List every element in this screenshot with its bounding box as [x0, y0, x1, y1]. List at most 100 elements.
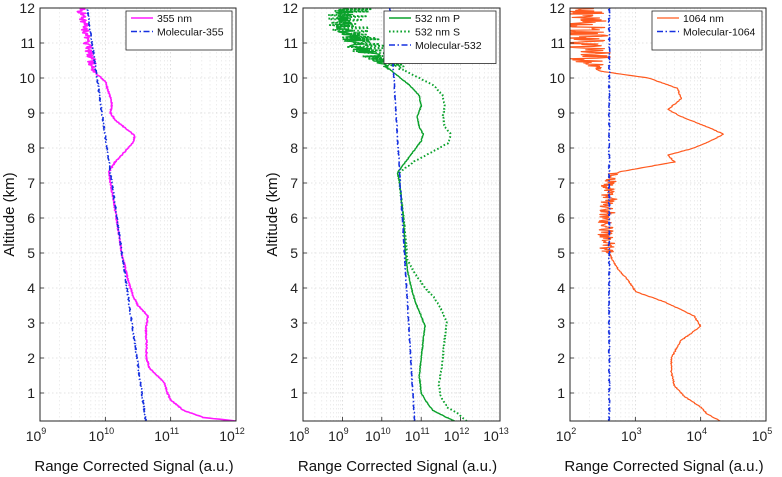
x-axis-title: Range Corrected Signal (a.u.)	[564, 458, 763, 475]
x-tick-exponent: 5	[767, 426, 772, 436]
x-tick-exponent: 10	[104, 426, 114, 436]
series-line-532-nm-s	[327, 8, 468, 421]
y-tick-label: 12	[549, 0, 565, 16]
legend-entry: Molecular-1064	[683, 27, 756, 39]
x-tick-exponent: 9	[344, 426, 349, 436]
x-tick-base: 10	[444, 428, 460, 444]
legend-box	[383, 10, 497, 64]
y-tick-label: 2	[557, 350, 565, 366]
y-tick-label: 5	[27, 245, 35, 261]
y-tick-label: 6	[290, 210, 298, 226]
y-tick-label: 5	[557, 245, 565, 261]
x-tick-base: 10	[26, 428, 42, 444]
legend-entry: 355 nm	[157, 13, 192, 25]
y-axis-title: Altitude (km)	[264, 172, 281, 256]
x-tick-label: 1010	[365, 426, 391, 444]
x-tick-base: 10	[89, 428, 105, 444]
y-tick-label: 10	[549, 70, 565, 86]
y-tick-label: 8	[290, 140, 298, 156]
axes-frame	[302, 7, 501, 422]
x-tick-exponent: 13	[499, 426, 509, 436]
y-tick-label: 4	[557, 280, 565, 296]
x-tick-label: 1013	[483, 426, 509, 444]
x-tick-exponent: 3	[637, 426, 642, 436]
y-tick-label: 3	[27, 315, 35, 331]
legend: 1064 nm Molecular-1064	[651, 10, 763, 51]
x-tick-base: 10	[752, 428, 768, 444]
y-tick-label: 5	[290, 245, 298, 261]
axes-frame	[569, 7, 767, 422]
x-tick-label: 104	[686, 426, 707, 444]
y-tick-label: 3	[557, 315, 565, 331]
series-line-molecular-1064	[607, 8, 611, 421]
x-tick-base: 10	[328, 428, 344, 444]
y-axis-title: Altitude (km)	[1, 172, 18, 256]
y-tick-label: 6	[27, 210, 35, 226]
x-tick-exponent: 11	[170, 426, 179, 436]
series-group	[570, 8, 724, 421]
y-tick-label: 1	[557, 385, 565, 401]
legend-entry: Molecular-532	[415, 40, 482, 52]
y-tick-label: 4	[27, 280, 35, 296]
y-tick-label: 1	[290, 385, 298, 401]
x-tick-label: 1011	[154, 426, 179, 444]
x-tick-label: 109	[26, 426, 47, 444]
x-tick-exponent: 12	[235, 426, 245, 436]
x-tick-label: 102	[556, 426, 577, 444]
legend-entry: 532 nm S	[415, 27, 460, 39]
y-tick-label: 9	[27, 105, 35, 121]
x-tick-exponent: 8	[304, 426, 309, 436]
x-tick-exponent: 9	[41, 426, 46, 436]
legend-entry: Molecular-355	[157, 27, 224, 39]
x-tick-label: 105	[752, 426, 773, 444]
y-tick-label: 2	[290, 350, 298, 366]
y-tick-label: 7	[557, 175, 565, 191]
x-tick-label: 103	[621, 426, 642, 444]
plot-area	[40, 8, 236, 421]
x-tick-base: 10	[365, 428, 381, 444]
x-tick-base: 10	[686, 428, 702, 444]
series-line-532-nm-p	[334, 8, 455, 421]
series-line-molecular-355	[86, 8, 147, 421]
y-tick-label: 9	[290, 105, 298, 121]
x-tick-exponent: 10	[381, 426, 391, 436]
x-axis-title: Range Corrected Signal (a.u.)	[298, 458, 497, 475]
x-tick-base: 10	[483, 428, 499, 444]
x-tick-label: 1012	[219, 426, 245, 444]
series-line-molecular-532	[388, 8, 416, 421]
y-tick-label: 1	[27, 385, 35, 401]
x-tick-base: 10	[556, 428, 572, 444]
series-group	[76, 8, 236, 421]
axes-frame	[39, 7, 237, 422]
y-tick-label: 12	[282, 0, 298, 16]
y-tick-label: 10	[282, 70, 298, 86]
x-tick-label: 109	[328, 426, 349, 444]
x-tick-base: 10	[154, 428, 170, 444]
x-tick-base: 10	[621, 428, 637, 444]
y-tick-label: 8	[557, 140, 565, 156]
y-tick-label: 12	[19, 0, 35, 16]
y-tick-label: 11	[20, 35, 35, 51]
x-tick-base: 10	[289, 428, 305, 444]
x-tick-exponent: 12	[459, 426, 469, 436]
y-tick-label: 10	[19, 70, 35, 86]
legend: 355 nm Molecular-355	[125, 10, 233, 51]
y-tick-label: 8	[27, 140, 35, 156]
y-tick-label: 7	[290, 175, 298, 191]
x-tick-exponent: 4	[702, 426, 707, 436]
x-tick-label: 108	[289, 426, 310, 444]
legend-entry: 1064 nm	[683, 13, 724, 25]
x-tick-base: 10	[219, 428, 235, 444]
x-axis-title: Range Corrected Signal (a.u.)	[34, 458, 233, 475]
x-tick-base: 10	[405, 428, 421, 444]
series-line-1064-nm	[570, 8, 724, 421]
x-tick-label: 1011	[405, 426, 430, 444]
y-tick-label: 4	[290, 280, 298, 296]
y-tick-label: 9	[557, 105, 565, 121]
x-tick-exponent: 2	[571, 426, 576, 436]
legend-entry: 532 nm P	[415, 13, 460, 25]
y-tick-label: 6	[557, 210, 565, 226]
